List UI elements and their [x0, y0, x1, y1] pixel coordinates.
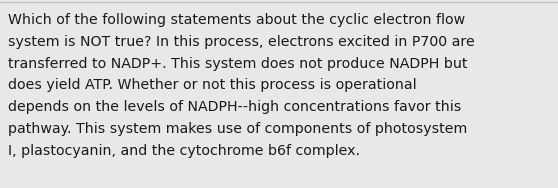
Text: pathway. This system makes use of components of photosystem: pathway. This system makes use of compon… [8, 122, 467, 136]
Text: depends on the levels of NADPH--high concentrations favor this: depends on the levels of NADPH--high con… [8, 100, 461, 114]
Text: Which of the following statements about the cyclic electron flow: Which of the following statements about … [8, 13, 465, 27]
Text: does yield ATP. Whether or not this process is operational: does yield ATP. Whether or not this proc… [8, 78, 417, 92]
Text: I, plastocyanin, and the cytochrome b6f complex.: I, plastocyanin, and the cytochrome b6f … [8, 144, 360, 158]
Text: transferred to NADP+. This system does not produce NADPH but: transferred to NADP+. This system does n… [8, 57, 468, 71]
Text: system is NOT true? In this process, electrons excited in P700 are: system is NOT true? In this process, ele… [8, 35, 475, 49]
